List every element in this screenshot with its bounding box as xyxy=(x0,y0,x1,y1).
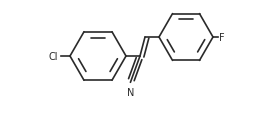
Text: N: N xyxy=(127,88,134,98)
Text: Cl: Cl xyxy=(49,52,58,61)
Text: F: F xyxy=(219,33,225,43)
